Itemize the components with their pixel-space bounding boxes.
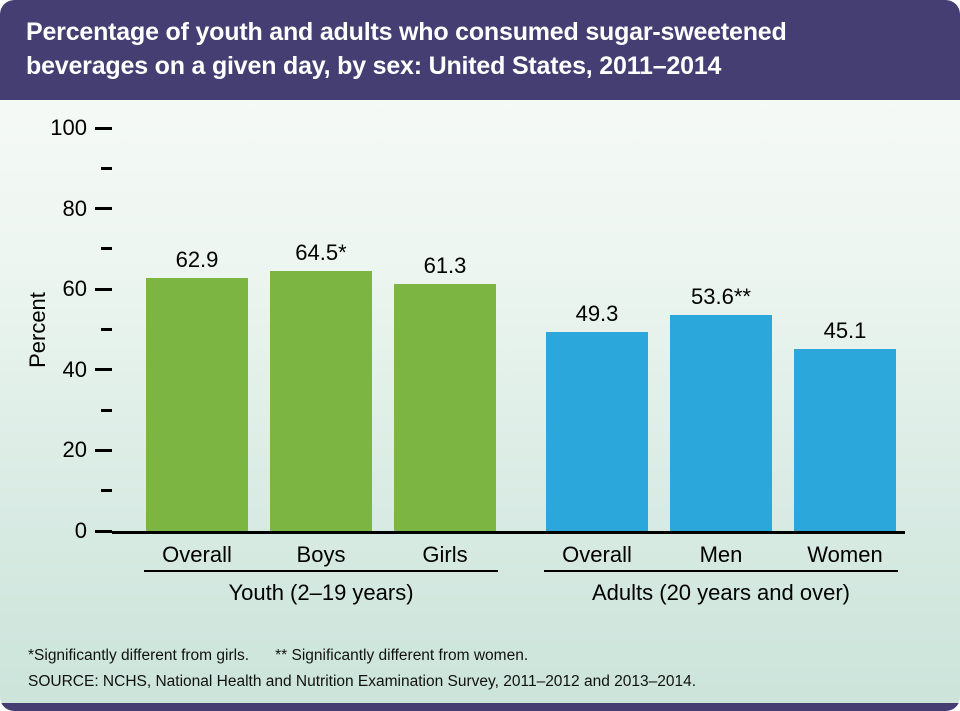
y-tick-major: 100 [50, 117, 112, 139]
group-label-youth: Youth (2–19 years) [228, 580, 414, 605]
y-tick-major: 80 [63, 197, 112, 219]
category-label: Overall [162, 542, 232, 567]
significance-notes: *Significantly different from girls. ** S… [28, 643, 696, 669]
footnote-women: ** Significantly different from women. [275, 647, 529, 664]
bar-column-adults-women: 45.1 Women [794, 128, 896, 567]
adults-bars: 49.3 Overall 53.6** Men 45.1 Women [546, 128, 896, 567]
bar-value-label: 49.3 [575, 301, 619, 327]
y-tick-major: 20 [63, 439, 112, 461]
bar-value-label: 53.6** [691, 284, 751, 309]
group-underline-youth [144, 570, 498, 572]
bar-value-label: 62.9 [175, 246, 219, 272]
youth-bars: 62.9 Overall 64.5* Boys 61.3 Girls [146, 128, 496, 567]
y-tick-major: 40 [63, 358, 112, 380]
chart-title-line-1: Percentage of youth and adults who consu… [26, 18, 787, 46]
category-label: Overall [562, 542, 632, 567]
bar-column-adults-men: 53.6** Men [670, 128, 772, 567]
footnotes: *Significantly different from girls. ** S… [28, 643, 696, 695]
category-label: Boys [296, 542, 346, 567]
category-label: Girls [422, 542, 468, 567]
bar-adults-overall [546, 332, 648, 531]
bar-youth-overall [146, 277, 248, 531]
bar-adults-women [794, 349, 896, 531]
bar-adults-men [670, 315, 772, 531]
bar-column-youth-girls: 61.3 Girls [394, 128, 496, 567]
y-tick-label: 80 [62, 195, 87, 221]
y-tick-minor [101, 408, 112, 412]
category-label: Men [699, 542, 743, 567]
category-label: Women [807, 542, 883, 567]
footnote-girls: *Significantly different from girls. [28, 647, 250, 664]
bar-value-label: 61.3 [423, 252, 467, 278]
y-tick-label: 60 [62, 276, 87, 302]
bar-youth-boys [270, 271, 372, 531]
bar-column-adults-overall: 49.3 Overall [546, 128, 648, 567]
y-axis-ticks: 0 20 40 60 80 100 [50, 117, 905, 542]
chart-title-line-2: beverages on a given day, by sex: United… [26, 52, 722, 80]
y-tick-minor [101, 489, 112, 493]
bar-value-label: 45.1 [823, 318, 867, 344]
y-tick-major: 60 [63, 278, 112, 300]
group-underline-adults [544, 570, 898, 572]
y-tick-label: 20 [62, 437, 87, 463]
plot-area: 0 20 40 60 80 100 62.9 Overall 64.5* Boys [50, 117, 905, 605]
bar-value-label: 64.5* [295, 240, 347, 266]
bar-column-youth-boys: 64.5* Boys [270, 128, 372, 567]
source-note: SOURCE: NCHS, National Health and Nutrit… [28, 673, 697, 690]
bar-group-adults: 49.3 Overall 53.6** Men 45.1 Women [544, 128, 898, 605]
bar-group-youth: 62.9 Overall 64.5* Boys 61.3 Girls [144, 128, 498, 605]
y-tick-minor [101, 166, 112, 170]
group-label-adults: Adults (20 years and over) [591, 580, 851, 605]
y-tick-label: 40 [62, 356, 87, 382]
y-tick-minor [101, 328, 112, 331]
bar-youth-girls [394, 283, 496, 531]
bar-column-youth-overall: 62.9 Overall [146, 128, 248, 567]
chart-header: Percentage of youth and adults who consu… [0, 0, 960, 100]
bar-groups: 62.9 Overall 64.5* Boys 61.3 Girls [112, 128, 905, 605]
footer-strip [0, 703, 960, 711]
y-tick-label: 100 [50, 115, 87, 140]
y-tick-minor [101, 247, 112, 251]
y-tick-major: 0 [75, 520, 112, 542]
y-tick-label: 0 [74, 518, 87, 543]
y-axis-label: Percent [25, 292, 50, 368]
